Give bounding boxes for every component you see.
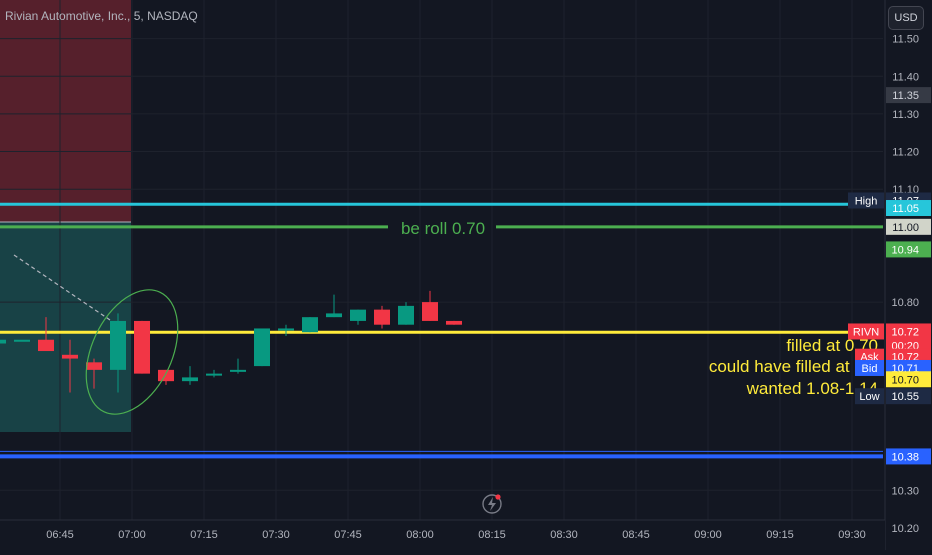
price-label-box <box>886 448 931 465</box>
price-tag-label: RIVN <box>853 326 879 338</box>
freehand-circle-drawing[interactable] <box>68 275 196 428</box>
y-tick-label: 10.80 <box>891 297 919 309</box>
candle-body[interactable] <box>446 320 462 325</box>
annotation-text: wanted 1.08-1.14 <box>746 379 878 398</box>
trend-line-drawing[interactable] <box>13 254 111 321</box>
candle-body[interactable] <box>206 373 222 376</box>
time-axis-panel[interactable] <box>0 520 885 550</box>
currency-button[interactable]: USD <box>888 6 924 30</box>
symbol-title: Rivian Automotive, Inc., 5, NASDAQ <box>5 9 198 23</box>
price-label-box <box>886 323 931 354</box>
candle-body[interactable] <box>158 369 174 382</box>
candle-body[interactable] <box>0 339 6 344</box>
lightning-icon[interactable] <box>482 494 502 514</box>
x-tick-label: 09:00 <box>694 529 722 541</box>
candle-body[interactable] <box>422 302 438 321</box>
candle-body[interactable] <box>230 369 246 372</box>
price-label-box <box>886 218 931 235</box>
price-tag-box <box>848 323 884 340</box>
price-label: 10.55 <box>891 391 919 403</box>
y-tick-label: 11.30 <box>892 109 919 121</box>
y-tick-label: 10.30 <box>891 485 919 497</box>
candle-body[interactable] <box>374 309 390 325</box>
price-tag-label: High <box>855 195 878 207</box>
price-tag-box <box>855 359 884 376</box>
candle-body[interactable] <box>278 328 294 331</box>
x-tick-label: 08:15 <box>478 529 506 541</box>
price-label: 10.70 <box>891 374 919 386</box>
y-tick-label: 11.20 <box>892 147 919 159</box>
candle-body[interactable] <box>182 377 198 382</box>
price-label-box <box>886 371 931 388</box>
candle-body[interactable] <box>302 317 318 333</box>
price-tag-box <box>848 192 884 209</box>
price-label: 11.05 <box>892 203 919 215</box>
price-label: 11.35 <box>892 90 919 102</box>
x-tick-label: 08:30 <box>550 529 578 541</box>
be-roll-label: be roll 0.70 <box>401 219 485 238</box>
candle-body[interactable] <box>134 320 150 374</box>
x-tick-label: 07:30 <box>262 529 290 541</box>
y-tick-label: 11.40 <box>892 71 919 83</box>
price-tag-label: Low <box>859 391 879 403</box>
candle-body[interactable] <box>254 328 270 367</box>
candle-body[interactable] <box>110 320 126 370</box>
x-tick-label: 08:00 <box>406 529 434 541</box>
price-label-box <box>886 388 931 405</box>
candle-body[interactable] <box>86 362 102 370</box>
x-tick-label: 07:15 <box>190 529 218 541</box>
stop-zone-box[interactable] <box>0 0 131 222</box>
candle-body[interactable] <box>326 313 342 318</box>
price-tag-label: Bid <box>862 363 878 375</box>
price-label-box <box>886 241 931 258</box>
price-label-box <box>886 200 931 217</box>
candle-body[interactable] <box>14 339 30 342</box>
y-tick-label: 10.20 <box>891 523 919 535</box>
price-label: 10.94 <box>891 244 919 256</box>
candle-body[interactable] <box>350 309 366 321</box>
candle-body[interactable] <box>38 339 54 352</box>
price-label: 10.38 <box>891 451 919 463</box>
price-label-box <box>886 87 931 104</box>
target-zone-box[interactable] <box>0 222 131 432</box>
x-tick-label: 07:45 <box>334 529 362 541</box>
price-label: 11.00 <box>892 222 919 234</box>
price-label: 10.72 <box>891 326 919 338</box>
x-tick-label: 09:30 <box>838 529 866 541</box>
y-tick-label: 11.50 <box>892 34 919 46</box>
x-tick-label: 08:45 <box>622 529 650 541</box>
candle-body[interactable] <box>398 305 414 325</box>
x-tick-label: 09:15 <box>766 529 794 541</box>
x-tick-label: 06:45 <box>46 529 74 541</box>
candle-body[interactable] <box>62 354 78 359</box>
price-tag-box <box>855 388 884 405</box>
x-tick-label: 07:00 <box>118 529 146 541</box>
annotation-text: could have filled at 0.8 <box>709 357 878 376</box>
